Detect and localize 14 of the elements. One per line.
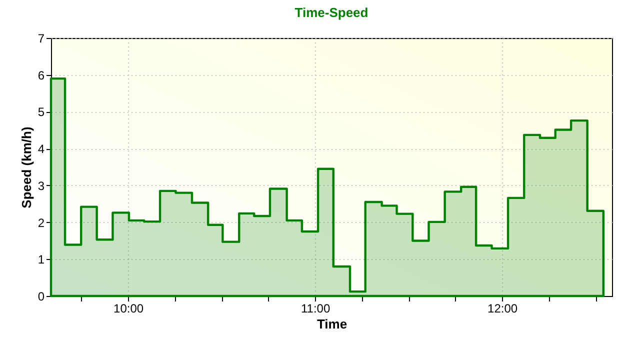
x-tick-label: 10:00 bbox=[114, 302, 144, 316]
y-tick-label: 6 bbox=[38, 68, 45, 82]
chart-title: Time-Speed bbox=[294, 5, 368, 20]
y-tick-label: 4 bbox=[38, 142, 45, 156]
y-tick-label: 5 bbox=[38, 105, 45, 120]
y-tick-label: 7 bbox=[38, 32, 45, 46]
y-tick-label: 0 bbox=[38, 290, 45, 304]
x-axis-title: Time bbox=[316, 316, 348, 332]
y-tick-label: 3 bbox=[38, 178, 45, 193]
y-tick-label: 2 bbox=[38, 216, 45, 230]
x-tick-label: 12:00 bbox=[488, 302, 518, 316]
y-tick-label: 1 bbox=[38, 252, 45, 267]
y-axis-title: Speed (km/h) bbox=[18, 126, 34, 208]
x-tick-label: 11:00 bbox=[300, 302, 330, 316]
